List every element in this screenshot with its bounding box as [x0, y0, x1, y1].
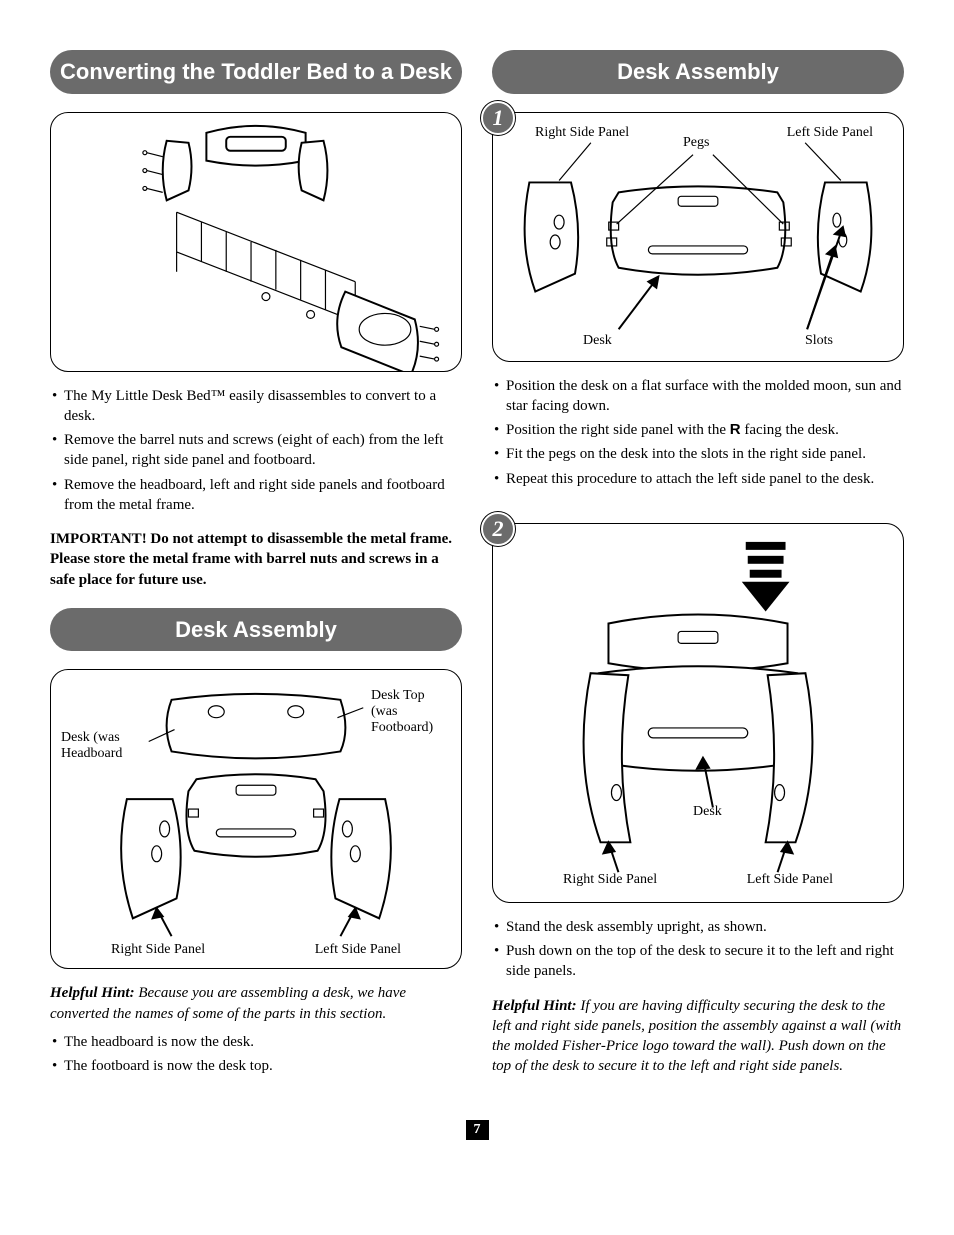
label-right-side-panel: Right Side Panel — [111, 942, 205, 958]
bullet: Push down on the top of the desk to secu… — [492, 941, 904, 982]
label-desk-was-headboard: Desk (was Headboard — [61, 730, 141, 762]
bullets-rename: The headboard is now the desk. The footb… — [50, 1032, 462, 1081]
section-header-desk-assembly-right: Desk Assembly — [492, 50, 904, 94]
page-number: 7 — [50, 1120, 904, 1140]
right-column: Desk Assembly 1 Right Side Panel Pegs Le… — [492, 50, 904, 1090]
bullet: Fit the pegs on the desk into the slots … — [492, 444, 904, 464]
bullet: Stand the desk assembly upright, as show… — [492, 917, 904, 937]
left-column: Converting the Toddler Bed to a Desk — [50, 50, 462, 1090]
exploded-bed-svg — [51, 113, 461, 371]
label-left-side-panel: Left Side Panel — [315, 942, 401, 958]
helpful-hint-1: Helpful Hint: Because you are assembling… — [50, 983, 462, 1024]
section-header-desk-assembly-left: Desk Assembly — [50, 608, 462, 652]
label-desk-top: Desk Top (was Footboard) — [371, 688, 451, 736]
bullets-step2: Stand the desk assembly upright, as show… — [492, 917, 904, 986]
important-note: IMPORTANT! Do not attempt to disassemble… — [50, 529, 462, 590]
label-slots: Slots — [805, 333, 833, 349]
step2-svg — [493, 524, 903, 902]
section-header-converting: Converting the Toddler Bed to a Desk — [50, 50, 462, 94]
bullets-step1: Position the desk on a flat surface with… — [492, 376, 904, 493]
step-badge-2: 2 — [481, 512, 515, 546]
bullet: Position the right side panel with the R… — [492, 420, 904, 440]
figure-step-1: 1 Right Side Panel Pegs Left Side Panel … — [492, 112, 904, 362]
figure-desk-parts: Desk (was Headboard Desk Top (was Footbo… — [50, 669, 462, 969]
label-pegs: Pegs — [683, 135, 709, 151]
bullet: Repeat this procedure to attach the left… — [492, 469, 904, 489]
figure-exploded-bed — [50, 112, 462, 372]
label-right-side-panel: Right Side Panel — [535, 125, 629, 141]
bullet: Position the desk on a flat surface with… — [492, 376, 904, 417]
bullets-disassemble: The My Little Desk Bed™ easily disassemb… — [50, 386, 462, 520]
label-desk: Desk — [583, 333, 612, 349]
helpful-hint-2: Helpful Hint: If you are having difficul… — [492, 996, 904, 1077]
label-left-side-panel: Left Side Panel — [787, 125, 873, 141]
bullet: Remove the headboard, left and right sid… — [50, 475, 462, 516]
label-right-side-panel: Right Side Panel — [563, 872, 657, 888]
page-columns: Converting the Toddler Bed to a Desk — [50, 50, 904, 1090]
bullet: The footboard is now the desk top. — [50, 1056, 462, 1076]
bullet: Remove the barrel nuts and screws (eight… — [50, 430, 462, 471]
step-badge-1: 1 — [481, 101, 515, 135]
label-desk: Desk — [693, 804, 722, 820]
figure-step-2: 2 Desk Right Side Panel Left Side Panel — [492, 523, 904, 903]
bullet: The headboard is now the desk. — [50, 1032, 462, 1052]
label-left-side-panel: Left Side Panel — [747, 872, 833, 888]
bullet: The My Little Desk Bed™ easily disassemb… — [50, 386, 462, 427]
